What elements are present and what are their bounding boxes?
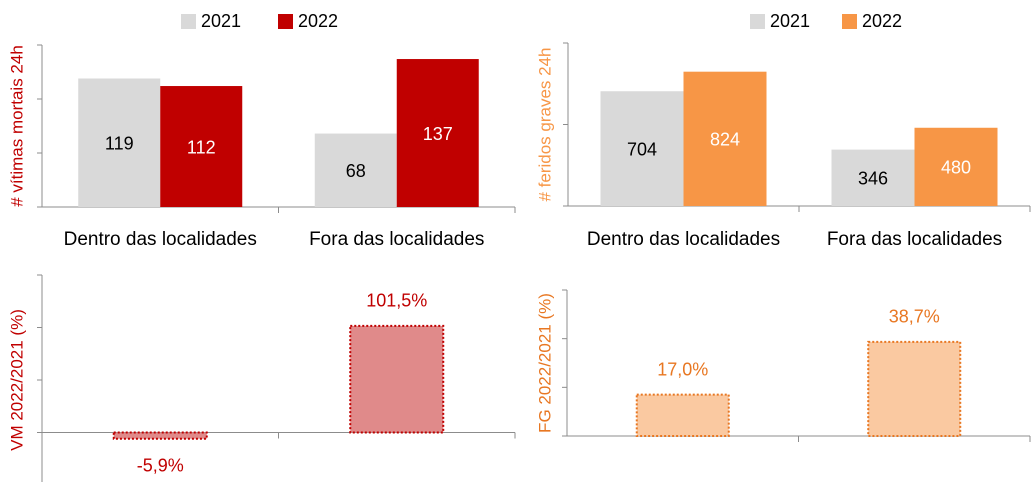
y-axis-label: # vítimas mortais 24h (7, 45, 26, 207)
y-axis-label: VM 2022/2021 (%) (7, 309, 26, 451)
legend-label: 2021 (770, 11, 810, 31)
legend-swatch (750, 14, 765, 29)
bar-value-label: -5,9% (137, 455, 184, 475)
bar (635, 393, 730, 437)
category-label: Fora das localidades (827, 229, 1002, 250)
bar-value-label: 480 (941, 158, 971, 178)
bar (160, 86, 243, 207)
bar (867, 340, 962, 437)
bar-value-label: 17,0% (657, 359, 708, 379)
y-axis-label: # feridos graves 24h (535, 47, 554, 201)
legend-swatch (278, 14, 293, 29)
bar-value-label: 68 (346, 161, 366, 181)
bar-value-label: 704 (627, 139, 657, 159)
bar (831, 149, 915, 206)
legend-swatch (842, 14, 857, 29)
bar-value-label: 112 (187, 137, 216, 157)
bar-value-label: 137 (423, 124, 453, 144)
bar (914, 127, 998, 206)
category-label: Fora das localidades (309, 229, 484, 250)
bar-value-label: 346 (858, 169, 888, 189)
legend-swatch (181, 14, 196, 29)
legend-label: 2022 (298, 11, 338, 31)
bar (349, 324, 445, 434)
legend-label: 2022 (862, 11, 902, 31)
bar (683, 71, 767, 206)
bar-value-label: 119 (105, 133, 134, 153)
bar-value-label: 101,5% (366, 291, 427, 311)
bar (396, 59, 479, 207)
y-axis-label: FG 2022/2021 (%) (535, 293, 554, 433)
bar (314, 133, 397, 207)
category-label: Dentro das localidades (64, 229, 257, 250)
legend-label: 2021 (201, 11, 241, 31)
bar-value-label: 38,7% (889, 307, 940, 327)
bar (112, 431, 208, 440)
category-label: Dentro das localidades (587, 229, 780, 250)
bar (600, 91, 684, 206)
bar (78, 78, 161, 207)
bar-value-label: 824 (710, 130, 740, 150)
